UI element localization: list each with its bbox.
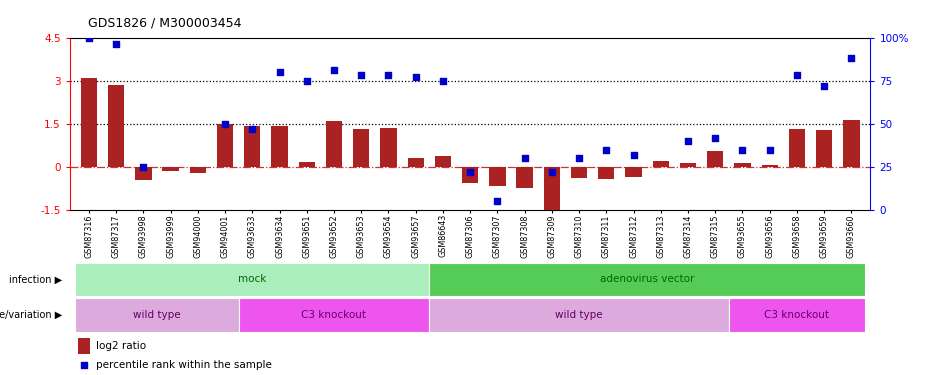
Point	[816, 83, 831, 89]
Point	[218, 121, 233, 127]
Text: wild type: wild type	[133, 310, 181, 320]
Text: genotype/variation ▶: genotype/variation ▶	[0, 310, 61, 320]
Point	[627, 152, 641, 158]
Point	[408, 74, 423, 80]
Bar	[244, 126, 261, 167]
Point	[708, 135, 722, 141]
Bar	[108, 85, 125, 167]
Point	[354, 72, 369, 78]
Bar	[380, 128, 397, 167]
Text: mock: mock	[238, 274, 266, 284]
Text: GDS1826 / M300003454: GDS1826 / M300003454	[88, 17, 242, 30]
Point	[436, 78, 451, 84]
Point	[789, 72, 804, 78]
Bar	[326, 122, 343, 167]
Bar	[217, 124, 234, 167]
Point	[490, 198, 505, 204]
Point	[81, 34, 96, 40]
Text: C3 knockout: C3 knockout	[764, 310, 830, 320]
Bar	[238, 298, 429, 332]
Point	[327, 67, 342, 73]
Point	[76, 362, 91, 368]
Point	[245, 126, 260, 132]
Bar	[429, 298, 729, 332]
Bar	[735, 164, 750, 167]
Bar	[789, 129, 805, 167]
Point	[681, 138, 695, 144]
Point	[136, 164, 151, 170]
Bar	[729, 298, 865, 332]
Bar	[843, 120, 859, 167]
Point	[844, 55, 859, 61]
Point	[762, 147, 777, 153]
Bar	[75, 298, 238, 332]
Bar	[75, 262, 429, 296]
Bar	[598, 167, 614, 179]
Bar	[762, 165, 778, 167]
Point	[381, 72, 396, 78]
Bar	[271, 126, 288, 167]
Bar	[190, 167, 206, 172]
Bar	[544, 167, 560, 211]
Point	[518, 155, 533, 161]
Text: adenovirus vector: adenovirus vector	[600, 274, 695, 284]
Text: percentile rank within the sample: percentile rank within the sample	[96, 360, 272, 369]
Bar	[299, 162, 315, 167]
Bar	[135, 167, 152, 180]
Bar	[162, 167, 179, 171]
Bar	[81, 78, 97, 167]
Bar	[517, 167, 533, 188]
Bar	[435, 156, 452, 167]
Text: C3 knockout: C3 knockout	[302, 310, 367, 320]
Point	[463, 169, 478, 175]
Text: infection ▶: infection ▶	[8, 274, 61, 284]
Bar	[489, 167, 506, 186]
Bar	[707, 151, 723, 167]
Point	[272, 69, 287, 75]
Bar	[680, 164, 696, 167]
Bar	[571, 167, 587, 178]
Bar	[462, 167, 479, 183]
Point	[109, 41, 124, 47]
Bar	[626, 167, 641, 177]
Text: log2 ratio: log2 ratio	[96, 341, 146, 351]
Point	[735, 147, 750, 153]
Bar	[78, 338, 89, 354]
Bar	[429, 262, 865, 296]
Point	[572, 155, 587, 161]
Bar	[408, 158, 424, 167]
Bar	[816, 130, 832, 167]
Point	[599, 147, 614, 153]
Text: wild type: wild type	[555, 310, 603, 320]
Point	[545, 169, 560, 175]
Bar	[653, 160, 669, 167]
Bar	[353, 129, 370, 167]
Point	[299, 78, 314, 84]
